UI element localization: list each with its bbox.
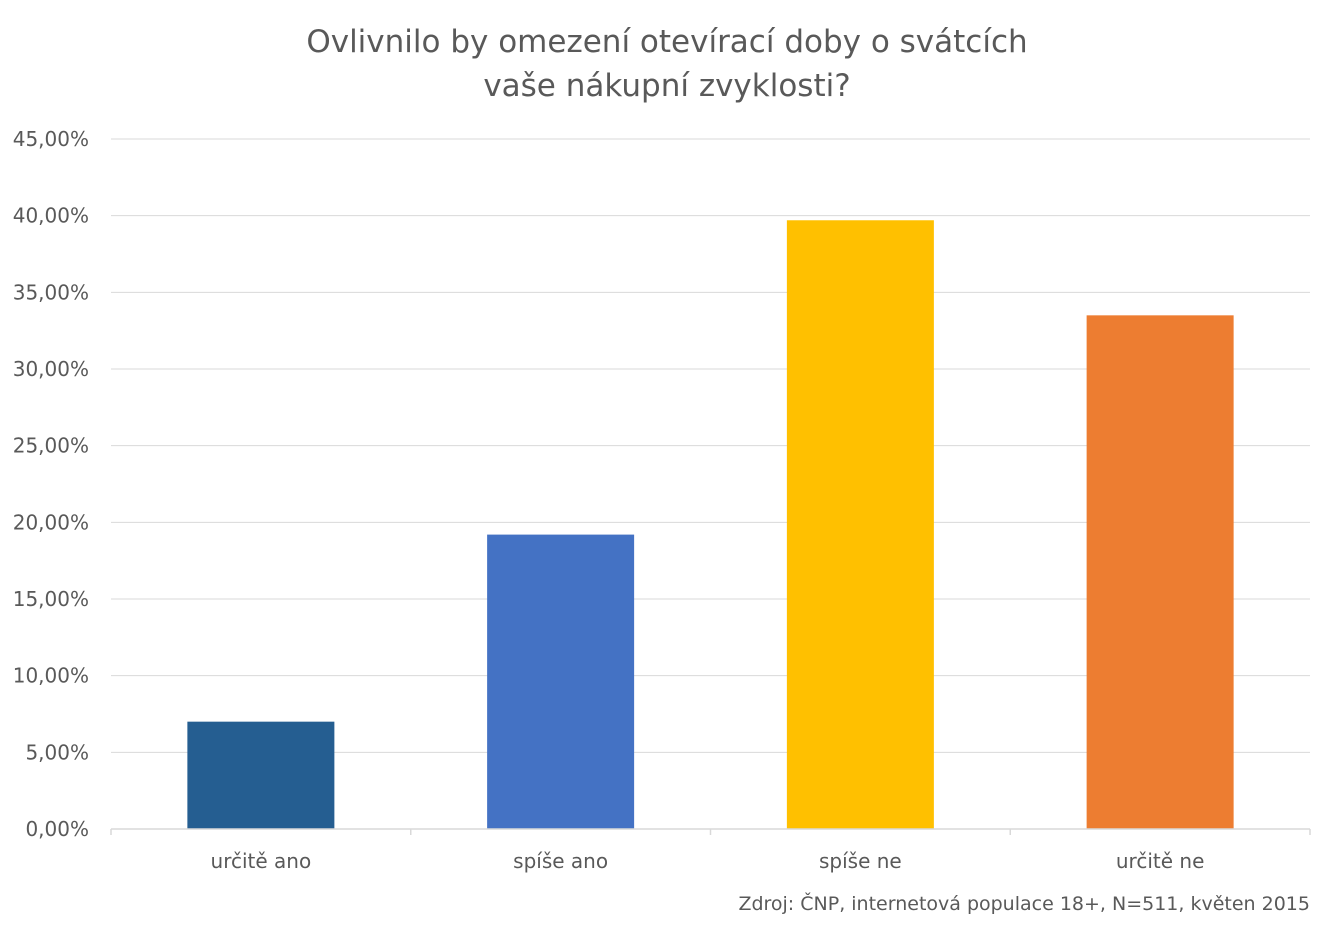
y-tick-label: 5,00% xyxy=(25,740,89,764)
y-tick-label: 25,00% xyxy=(13,434,89,458)
chart-title: Ovlivnilo by omezení otevírací doby o sv… xyxy=(0,20,1334,108)
y-tick-label: 45,00% xyxy=(13,127,89,151)
y-tick-label: 20,00% xyxy=(13,510,89,534)
x-tick-label: určitě ano xyxy=(211,849,312,873)
chart-title-line-2: vaše nákupní zvyklosti? xyxy=(483,68,851,104)
bar xyxy=(1086,315,1234,829)
y-tick-label: 15,00% xyxy=(13,587,89,611)
y-tick-label: 40,00% xyxy=(13,204,89,228)
x-tick-label: určitě ne xyxy=(1116,849,1205,873)
bar xyxy=(786,220,934,829)
y-tick-label: 30,00% xyxy=(13,357,89,381)
y-tick-label: 10,00% xyxy=(13,664,89,688)
chart-title-line-1: Ovlivnilo by omezení otevírací doby o sv… xyxy=(306,24,1028,60)
source-note: Zdroj: ČNP, internetová populace 18+, N=… xyxy=(738,893,1310,915)
bar xyxy=(187,721,335,829)
y-tick-label: 0,00% xyxy=(25,817,89,841)
x-tick-label: spíše ne xyxy=(819,849,902,873)
x-tick-label: spíše ano xyxy=(513,849,608,873)
y-tick-label: 35,00% xyxy=(13,280,89,304)
bar xyxy=(487,534,635,829)
